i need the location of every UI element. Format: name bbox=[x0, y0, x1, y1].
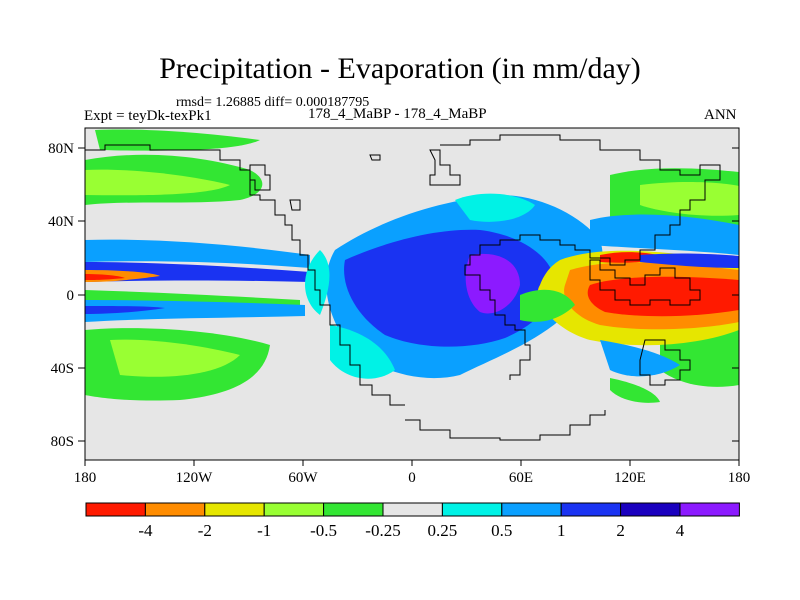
coastline-archipelago bbox=[589, 259, 701, 306]
coastline-layer bbox=[85, 134, 721, 441]
region-central-purple bbox=[465, 253, 520, 314]
region-south-cyan bbox=[330, 325, 395, 379]
lon-label-60e: 60E bbox=[509, 470, 533, 486]
lat-label-80n: 80N bbox=[48, 141, 74, 157]
colorbar-label: 0.25 bbox=[428, 521, 458, 540]
colorbar-swatch bbox=[560, 502, 622, 517]
colorbar-swatch bbox=[679, 502, 740, 517]
band-itcz-right bbox=[640, 253, 739, 268]
colorbar: -4 -2 -1 -0.5 -0.25 0.25 0.5 1 2 4 bbox=[85, 502, 740, 540]
region-south-east-green-patch bbox=[610, 378, 660, 403]
colorbar-label: 0.5 bbox=[491, 521, 512, 540]
region-west-cyan bbox=[305, 250, 330, 315]
lat-label-40s: 40S bbox=[51, 361, 74, 377]
colorbar-label: 1 bbox=[557, 521, 566, 540]
lon-label-120e: 120E bbox=[614, 470, 646, 486]
coastline-antarctica bbox=[405, 410, 606, 441]
colorbar-swatch bbox=[323, 502, 384, 517]
coastline-greenland bbox=[429, 149, 461, 186]
lat-label-80s: 80S bbox=[51, 434, 74, 450]
experiment-label: Expt = teyDk-texPk1 bbox=[84, 108, 212, 124]
colorbar-swatch bbox=[620, 502, 681, 517]
lat-label-0: 0 bbox=[67, 288, 75, 304]
lat-tick-marks bbox=[78, 147, 739, 442]
region-east-green-patch bbox=[520, 289, 575, 322]
coastline-western-continent bbox=[85, 144, 405, 406]
lon-label-0: 0 bbox=[408, 470, 416, 486]
coastline-island-c bbox=[369, 154, 381, 161]
lon-label-120w: 120W bbox=[176, 470, 214, 486]
lon-label-180w: 180 bbox=[74, 470, 97, 486]
plot-title: Precipitation - Evaporation (in mm/day) bbox=[159, 52, 641, 85]
colorbar-label: -1 bbox=[257, 521, 271, 540]
lat-label-40n: 40N bbox=[48, 214, 74, 230]
coastline-south-island bbox=[639, 339, 691, 386]
lon-tick-labels: 180 120W 60W 0 60E 120E 180 bbox=[74, 470, 751, 486]
colorbar-label: 4 bbox=[676, 521, 685, 540]
rmsd-diff-stats: rmsd= 1.26885 diff= 0.000187795 bbox=[176, 95, 370, 110]
colorbar-label: -0.5 bbox=[310, 521, 337, 540]
run-label: 178_4_MaBP - 178_4_MaBP bbox=[308, 106, 487, 122]
season-label: ANN bbox=[704, 107, 737, 123]
colorbar-swatch bbox=[204, 502, 265, 517]
coastline-island-a bbox=[249, 164, 271, 191]
region-north-cyan bbox=[455, 193, 535, 222]
colorbar-swatch bbox=[144, 502, 206, 517]
field-layer bbox=[85, 128, 739, 460]
coastline-eastern-continent bbox=[440, 134, 721, 380]
colorbar-swatch bbox=[85, 502, 146, 517]
lat-tick-labels: 80N 40N 0 40S 80S bbox=[48, 141, 74, 450]
lon-label-180e: 180 bbox=[728, 470, 751, 486]
colorbar-label: -4 bbox=[138, 521, 153, 540]
colorbar-swatch bbox=[382, 502, 443, 517]
band-south-blue-left bbox=[85, 300, 305, 322]
band-north-tropic-blue-left bbox=[85, 239, 310, 268]
colorbar-swatch bbox=[263, 502, 325, 517]
lon-label-60w: 60W bbox=[288, 470, 318, 486]
region-east-red bbox=[587, 276, 739, 317]
region-south-pacific-lightgreen bbox=[110, 339, 240, 377]
colorbar-label: -2 bbox=[198, 521, 212, 540]
region-north-pacific-lightgreen bbox=[85, 169, 230, 196]
lon-tick-marks bbox=[84, 460, 740, 466]
colorbar-swatch bbox=[501, 502, 562, 517]
band-south-darkblue-left bbox=[85, 306, 165, 314]
coastline-island-b bbox=[289, 199, 301, 211]
band-itcz-red-left bbox=[85, 274, 125, 280]
colorbar-swatch bbox=[441, 502, 503, 517]
colorbar-label: 2 bbox=[616, 521, 625, 540]
colorbar-label: -0.25 bbox=[365, 521, 400, 540]
region-north-east-lightgreen bbox=[640, 182, 739, 216]
